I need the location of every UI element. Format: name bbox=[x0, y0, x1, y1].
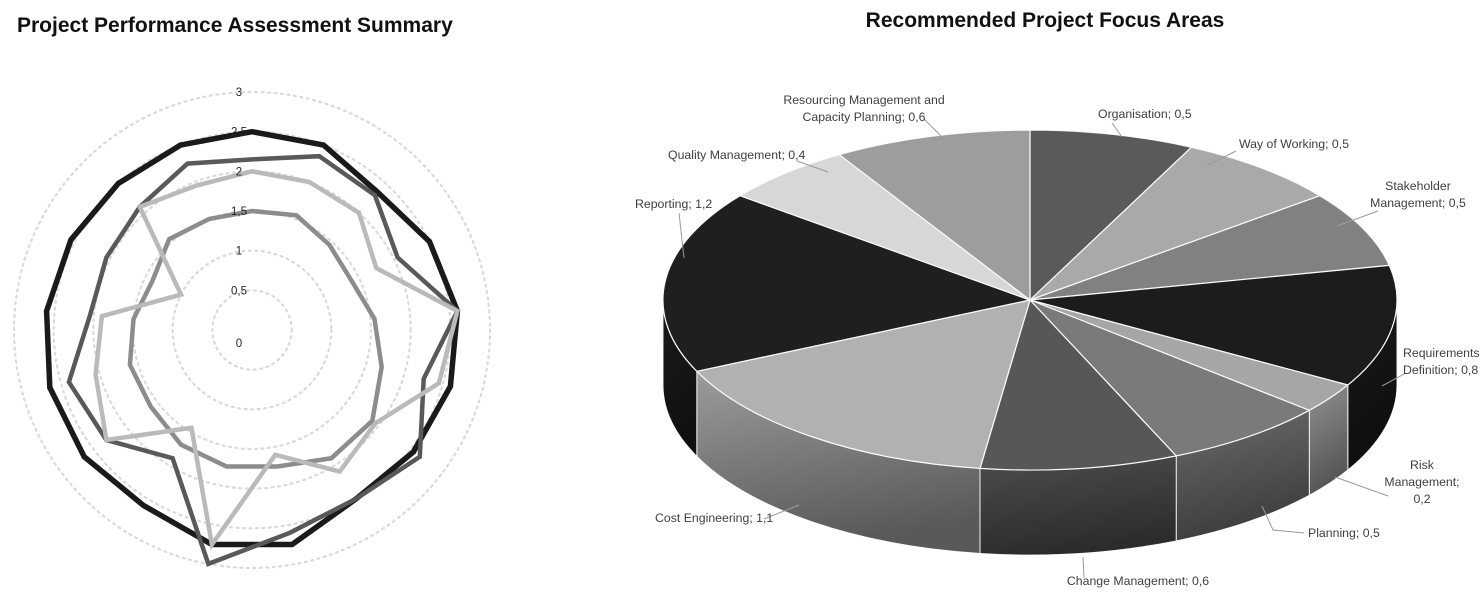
pie-slice-label-planning: Planning; 0,5 bbox=[1308, 526, 1380, 540]
pie-slice-label-risk-management: Risk Management; 0,2 bbox=[1384, 458, 1459, 506]
pie-slice-label-reporting: Reporting; 1,2 bbox=[635, 197, 712, 211]
pie-label-leader-requirements-definition bbox=[1381, 373, 1405, 387]
pie-slice-planning[interactable] bbox=[1029, 299, 1310, 457]
radar-tick-label: 2 bbox=[236, 166, 242, 178]
pie-slice-requirements-definition[interactable] bbox=[1029, 264, 1398, 386]
radar-grid-ring bbox=[12, 90, 492, 570]
pie-chart: Organisation; 0,5 Way of Working; 0,5 Stak… bbox=[635, 93, 1480, 588]
radar-series-2-dark-gray[interactable] bbox=[66, 153, 461, 567]
pie-label-leader-reporting bbox=[678, 212, 685, 259]
pie-chart-title: Recommended Project Focus Areas bbox=[865, 9, 1225, 32]
pie-label-leader-organisation bbox=[1111, 122, 1123, 138]
pie-slice-reporting[interactable] bbox=[662, 195, 1031, 372]
pie-label-leader-change-management bbox=[1082, 556, 1085, 579]
radar-series-4-light-gray[interactable] bbox=[93, 168, 461, 551]
pie-slice-label-cost-engineering: Cost Engineering; 1,1 bbox=[655, 511, 773, 525]
pie-slice-way-of-working[interactable] bbox=[1029, 146, 1321, 301]
pie-slice-cost-engineering[interactable] bbox=[696, 299, 1031, 469]
pie-slice-quality-management[interactable] bbox=[739, 154, 1031, 301]
radar-tick-label: 1,5 bbox=[231, 206, 247, 218]
pie-slice-change-management[interactable] bbox=[979, 299, 1177, 471]
radar-series-1-black[interactable] bbox=[43, 128, 461, 548]
pie-slice-label-change-management: Change Management; 0,6 bbox=[1067, 574, 1209, 588]
pie-label-leader-planning bbox=[1261, 505, 1305, 534]
radar-tick-label: 1 bbox=[236, 246, 242, 258]
pie-slice-label-resourcing-management-and-capacity-planning: Resourcing Management and Capacity Planni… bbox=[783, 93, 944, 124]
radar-chart-title: Project Performance Assessment Summary bbox=[17, 14, 453, 37]
pie-label-leader-way-of-working bbox=[1205, 150, 1237, 167]
pie-label-leader-cost-engineering bbox=[763, 504, 800, 520]
radar-tick-label: 0 bbox=[236, 338, 242, 350]
pie-slice-label-requirements-definition: Requirements Definition; 0,8 bbox=[1403, 346, 1480, 377]
pie-slice-label-organisation: Organisation; 0,5 bbox=[1098, 107, 1192, 121]
pie-slice-label-quality-management: Quality Management; 0,4 bbox=[668, 148, 806, 162]
pie-label-leader-quality-management bbox=[796, 160, 829, 173]
radar-tick-label: 2,5 bbox=[231, 127, 247, 139]
radar-grid-ring bbox=[131, 209, 373, 451]
radar-chart: 0 0,5 1 1,5 2 2,5 3 bbox=[12, 87, 492, 570]
pie-label-leader-risk-management bbox=[1334, 476, 1389, 497]
radar-grid-ring bbox=[171, 249, 333, 411]
radar-tick-label: 3 bbox=[236, 87, 242, 99]
radar-tick-label: 0,5 bbox=[231, 285, 247, 297]
pie-slice-organisation[interactable] bbox=[1029, 129, 1192, 301]
radar-grid-ring bbox=[211, 289, 293, 371]
pie-label-leader-stakeholder-management bbox=[1336, 210, 1379, 227]
pie-label-leader-resourcing-management-and-capacity-planning bbox=[923, 118, 957, 152]
pie-slice-label-way-of-working: Way of Working; 0,5 bbox=[1239, 137, 1349, 151]
radar-series-3-medium-gray[interactable] bbox=[127, 208, 384, 469]
pie-slice-resourcing-management-and-capacity-planning[interactable] bbox=[838, 129, 1031, 301]
pie-slice-side-change-management bbox=[979, 455, 1177, 556]
pie-slice-label-stakeholder-management: Stakeholder Management; 0,5 bbox=[1370, 179, 1466, 210]
